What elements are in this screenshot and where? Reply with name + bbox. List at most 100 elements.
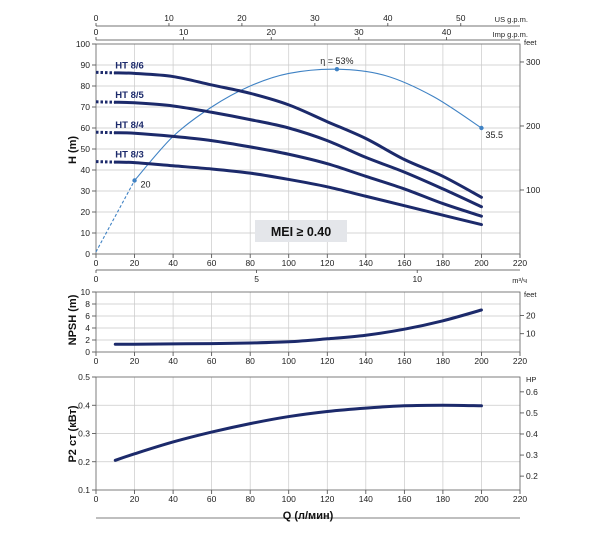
power-x-tick-label: 100 bbox=[282, 494, 296, 504]
curves-layer bbox=[95, 67, 484, 462]
head-right-tick-label: 100 bbox=[526, 185, 540, 195]
head-x-tick-label: 180 bbox=[436, 258, 450, 268]
head-curve-dashed-3 bbox=[95, 130, 116, 135]
head-y-tick-label: 10 bbox=[81, 228, 91, 238]
head-x-tick-label: 200 bbox=[474, 258, 488, 268]
flow-axis-title: Q (л/мин) bbox=[283, 510, 334, 522]
power-y-tick-label: 0.4 bbox=[78, 400, 90, 410]
efficiency-end-point bbox=[479, 125, 484, 131]
us-gpm-tick-label: 0 bbox=[94, 13, 99, 23]
npsh-curve bbox=[113, 308, 483, 346]
imp-gpm-unit-label: Imp g.p.m. bbox=[493, 30, 528, 39]
head-y-tick-label: 30 bbox=[81, 186, 91, 196]
head-y-tick-label: 60 bbox=[81, 123, 91, 133]
npsh-y-tick-label: 10 bbox=[81, 287, 91, 297]
imp-gpm-tick-label: 0 bbox=[94, 27, 99, 37]
us-gpm-tick-label: 10 bbox=[164, 13, 174, 23]
head-curve-4 bbox=[113, 160, 483, 227]
power-x-tick-label: 120 bbox=[320, 494, 334, 504]
npsh-x-tick-label: 160 bbox=[397, 356, 411, 366]
npsh-axis-title: NPSH (m) bbox=[67, 294, 79, 345]
head-curve-dashed-2 bbox=[95, 100, 116, 104]
power-y-tick-label: 0.2 bbox=[78, 457, 90, 467]
head-x-tick-label: 140 bbox=[359, 258, 373, 268]
power-axis-title: P2 ст (кВт) bbox=[67, 405, 79, 462]
power-y-tick-label: 0.1 bbox=[78, 485, 90, 495]
power-y-tick-label: 0.3 bbox=[78, 429, 90, 439]
power-x-tick-label: 180 bbox=[436, 494, 450, 504]
power-x-tick-label: 80 bbox=[245, 494, 255, 504]
m3h-unit-label: m³/ч bbox=[512, 276, 527, 285]
npsh-y-tick-label: 0 bbox=[85, 347, 90, 357]
head-y-tick-label: 70 bbox=[81, 102, 91, 112]
npsh-x-tick-label: 80 bbox=[245, 356, 255, 366]
npsh-plot-frame bbox=[95, 291, 521, 353]
power-x-tick-label: 160 bbox=[397, 494, 411, 504]
npsh-x-tick-label: 0 bbox=[94, 356, 99, 366]
us-gpm-tick-label: 30 bbox=[310, 13, 320, 23]
head-curve-dashed-4 bbox=[95, 160, 116, 164]
efficiency-curve bbox=[134, 68, 482, 181]
us-gpm-tick-label: 40 bbox=[383, 13, 393, 23]
npsh-y-tick-label: 8 bbox=[85, 299, 90, 309]
power-right-tick-label: 0.2 bbox=[526, 471, 538, 481]
power-x-tick-label: 0 bbox=[94, 494, 99, 504]
head-x-tick-label: 160 bbox=[397, 258, 411, 268]
head-right-tick-label: 300 bbox=[526, 57, 540, 67]
head-curve-3 bbox=[113, 131, 483, 218]
power-x-tick-label: 200 bbox=[474, 494, 488, 504]
head-curve-1 bbox=[113, 71, 483, 199]
head-plot-frame bbox=[95, 43, 521, 255]
power-x-tick-label: 60 bbox=[207, 494, 217, 504]
m3h-tick-label: 5 bbox=[254, 274, 259, 284]
npsh-x-tick-label: 220 bbox=[513, 356, 527, 366]
mei-annotation: MEI ≥ 0.40 bbox=[271, 225, 331, 239]
efficiency-peak-label: η = 53% bbox=[320, 56, 353, 66]
head-feet-unit-label: feet bbox=[524, 38, 537, 47]
power-right-tick-label: 0.4 bbox=[526, 429, 538, 439]
head-x-tick-label: 80 bbox=[245, 258, 255, 268]
npsh-x-tick-label: 100 bbox=[282, 356, 296, 366]
hp-unit-label: HP bbox=[526, 375, 536, 384]
npsh-x-tick-label: 200 bbox=[474, 356, 488, 366]
head-y-tick-label: 100 bbox=[76, 39, 90, 49]
efficiency-peak-point bbox=[334, 67, 340, 72]
power-plot-frame bbox=[95, 376, 521, 491]
frame-layer bbox=[92, 23, 524, 519]
us-gpm-tick-label: 20 bbox=[237, 13, 247, 23]
head-y-tick-label: 80 bbox=[81, 81, 91, 91]
npsh-y-tick-label: 2 bbox=[85, 335, 90, 345]
head-y-tick-label: 90 bbox=[81, 60, 91, 70]
head-x-tick-label: 220 bbox=[513, 258, 527, 268]
npsh-y-tick-label: 6 bbox=[85, 311, 90, 321]
power-x-tick-label: 20 bbox=[130, 494, 140, 504]
npsh-x-tick-label: 60 bbox=[207, 356, 217, 366]
head-y-tick-label: 0 bbox=[85, 249, 90, 259]
npsh-x-tick-label: 120 bbox=[320, 356, 334, 366]
npsh-x-tick-label: 180 bbox=[436, 356, 450, 366]
head-x-tick-label: 20 bbox=[130, 258, 140, 268]
head-x-tick-label: 120 bbox=[320, 258, 334, 268]
power-right-tick-label: 0.6 bbox=[526, 387, 538, 397]
efficiency-start-label: 20 bbox=[141, 180, 151, 190]
npsh-x-tick-label: 20 bbox=[130, 356, 140, 366]
head-curve-label: HT 8/3 bbox=[115, 150, 144, 161]
power-right-tick-label: 0.3 bbox=[526, 450, 538, 460]
head-curve-dashed-1 bbox=[95, 70, 116, 75]
npsh-right-tick-label: 20 bbox=[526, 310, 536, 320]
head-right-tick-label: 200 bbox=[526, 121, 540, 131]
power-x-tick-label: 140 bbox=[359, 494, 373, 504]
mei-badge-box bbox=[255, 220, 347, 242]
head-y-tick-label: 20 bbox=[81, 207, 91, 217]
us-gpm-unit-label: US g.p.m. bbox=[495, 15, 528, 24]
power-right-tick-label: 0.5 bbox=[526, 408, 538, 418]
head-x-tick-label: 100 bbox=[282, 258, 296, 268]
imp-gpm-tick-label: 10 bbox=[179, 27, 189, 37]
m3h-tick-label: 0 bbox=[94, 274, 99, 284]
head-x-tick-label: 0 bbox=[94, 258, 99, 268]
us-gpm-tick-label: 50 bbox=[456, 13, 466, 23]
efficiency-end-label: 35.5 bbox=[485, 130, 503, 140]
head-x-tick-label: 40 bbox=[168, 258, 178, 268]
m3h-tick-label: 10 bbox=[412, 274, 422, 284]
imp-gpm-tick-label: 30 bbox=[354, 27, 364, 37]
